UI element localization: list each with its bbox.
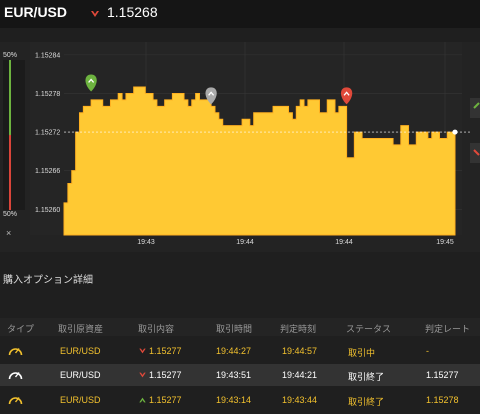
x-tick-label: 19:44: [236, 239, 254, 246]
neutral-marker-icon: [205, 87, 217, 105]
judge-time-cell: 19:44:57: [282, 346, 318, 356]
judge-rate-cell: 1.15278: [426, 395, 459, 405]
close-icon[interactable]: ×: [6, 228, 12, 238]
price-cell: 1.15277: [149, 395, 182, 405]
x-tick-label: 19:44: [335, 239, 353, 246]
y-axis-ticks: 1.15284 1.15278 1.15272 1.15266 1.15260: [35, 52, 60, 213]
asset-cell: EUR/USD: [60, 346, 101, 356]
trade-time-cell: 19:43:51: [216, 370, 252, 380]
details-title: 購入オプション詳細: [3, 275, 93, 286]
trade-markers: [85, 74, 353, 105]
asset-cell: EUR/USD: [60, 370, 101, 380]
price-cell: 1.15277: [149, 346, 182, 356]
gauge-icon: [8, 372, 23, 380]
asset-cell: EUR/USD: [60, 395, 101, 405]
low-arrow-icon: [139, 372, 146, 378]
col-trade: 取引内容: [138, 324, 175, 334]
judge-time-cell: 19:43:44: [282, 395, 318, 405]
currency-pair[interactable]: EUR/USD: [4, 4, 68, 20]
col-judge-rate: 判定レート: [425, 324, 471, 334]
gauge-icon: [8, 348, 23, 356]
level-panel: [3, 60, 25, 210]
trade-time-cell: 19:43:14: [216, 395, 252, 405]
price-area: [63, 86, 456, 236]
table-row[interactable]: EUR/USD 1.15277 19:43:51 19:44:21 取引終了 1…: [0, 364, 480, 386]
y-tick-label: 1.15278: [35, 91, 60, 98]
table-row[interactable]: EUR/USD 1.15277 19:43:14 19:43:44 取引終了 1…: [0, 389, 480, 411]
low-level-bar: [9, 135, 11, 210]
x-axis-ticks: 19:43 19:44 19:44 19:45: [137, 239, 454, 246]
x-tick-label: 19:45: [436, 239, 454, 246]
top-bar: EUR/USD 1.15268: [0, 0, 480, 28]
current-rate: 1.15268: [107, 4, 158, 20]
col-trade-time: 取引時間: [216, 324, 253, 334]
y-tick-label: 1.15284: [35, 52, 60, 59]
table-header: タイプ 取引原資産 取引内容 取引時間 判定時刻 ステータス 判定レート: [0, 318, 480, 336]
high-marker-icon: [85, 74, 97, 92]
low-arrow-icon: [139, 348, 146, 354]
y-tick-label: 1.15260: [35, 207, 60, 214]
x-tick-label: 19:43: [137, 239, 155, 246]
high-level-bar: [9, 60, 11, 135]
high-percentage: 50%: [3, 52, 18, 59]
status-cell: 取引中: [348, 348, 376, 358]
low-arrow-icon: [91, 11, 99, 17]
table-row[interactable]: EUR/USD 1.15277 19:44:27 19:44:57 取引中 -: [0, 340, 480, 362]
status-cell: 取引終了: [348, 372, 385, 382]
col-type: タイプ: [7, 324, 35, 334]
high-arrow-icon: [139, 397, 146, 403]
high-tab[interactable]: [470, 98, 480, 118]
judge-rate-cell: -: [426, 346, 429, 356]
y-tick-label: 1.15266: [35, 168, 60, 175]
judge-time-cell: 19:44:21: [282, 370, 318, 380]
col-status: ステータス: [346, 324, 392, 334]
judge-rate-cell: 1.15277: [426, 370, 459, 380]
low-marker-icon: [340, 87, 353, 105]
price-cell: 1.15277: [149, 370, 182, 380]
price-chart[interactable]: 1.15284 1.15278 1.15272 1.15266 1.15260 19:4…: [0, 0, 480, 260]
status-cell: 取引終了: [348, 397, 385, 407]
col-asset: 取引原資産: [58, 324, 104, 334]
current-rate-dot: [452, 129, 458, 135]
low-tab[interactable]: [470, 143, 480, 163]
low-percentage: 50%: [3, 211, 18, 218]
trade-time-cell: 19:44:27: [216, 346, 252, 356]
col-judge-time: 判定時刻: [280, 324, 317, 334]
gauge-icon: [8, 397, 23, 405]
y-tick-label: 1.15272: [35, 130, 60, 137]
